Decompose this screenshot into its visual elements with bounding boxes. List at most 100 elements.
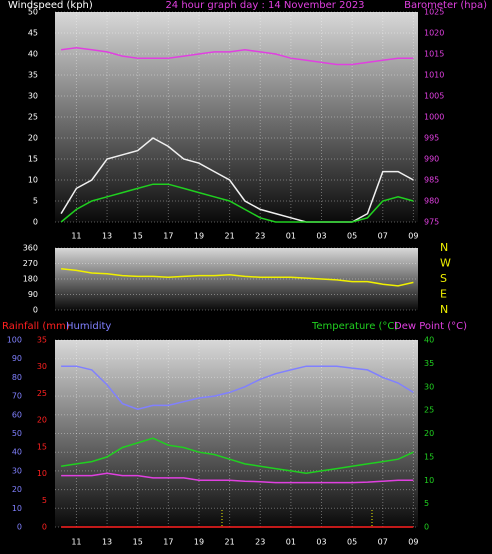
y-tick-label: 10 [12, 504, 22, 513]
x-tick-label: 21 [225, 232, 235, 241]
y2-tick-label: 20 [424, 429, 434, 438]
series-line [60, 183, 414, 223]
x-tick-label: 05 [347, 538, 357, 547]
y2-tick-label: 15 [424, 452, 434, 461]
x-tick-label: 17 [163, 232, 173, 241]
plot-background [55, 340, 418, 527]
x-tick-label: 03 [316, 538, 326, 547]
y2-tick-label: N [440, 303, 448, 316]
y3-tick-label: 10 [37, 469, 47, 478]
y3-tick-label: 30 [37, 362, 47, 371]
x-tick-label: 09 [408, 232, 418, 241]
y-tick-label: 90 [12, 354, 22, 363]
y2-tick-label: 1020 [424, 29, 444, 38]
series-line [61, 267, 414, 287]
y3-tick-label: 5 [42, 496, 47, 505]
y3-tick-label: 0 [42, 523, 47, 532]
y2-axis-label: Barometer (hpa) [404, 0, 487, 11]
y-tick-label: 80 [12, 373, 22, 382]
y-tick-label: 35 [28, 71, 38, 80]
y2-tick-label: 40 [424, 336, 434, 345]
x-tick-label: 19 [194, 232, 204, 241]
y-tick-label: 0 [33, 218, 38, 227]
y3-tick-label: 15 [37, 442, 47, 451]
x-tick-label: 01 [286, 232, 296, 241]
y-tick-label: 15 [28, 155, 38, 164]
x-tick-label: 17 [163, 538, 173, 547]
x-tick-label: 21 [225, 538, 235, 547]
y-tick-label: 40 [12, 448, 22, 457]
legend-entry: Temperature (°C) [311, 321, 398, 332]
y2-tick-label: 10 [424, 476, 434, 485]
y2-tick-label: 995 [424, 134, 439, 143]
legend-entry: Humidity [66, 321, 111, 332]
y3-tick-label: 35 [37, 336, 47, 345]
y2-tick-label: 990 [424, 155, 439, 164]
y-tick-label: 5 [33, 197, 38, 206]
y2-tick-label: 35 [424, 359, 434, 368]
y-tick-label: 50 [28, 8, 38, 17]
y-tick-label: 180 [23, 275, 38, 284]
y2-tick-label: 975 [424, 218, 439, 227]
y-tick-label: 0 [17, 523, 22, 532]
y-tick-label: 100 [7, 336, 22, 345]
x-tick-label: 07 [378, 538, 388, 547]
series-line [61, 472, 414, 484]
y-tick-label: 25 [28, 113, 38, 122]
y2-tick-label: W [440, 257, 451, 270]
y-tick-label: 0 [33, 306, 38, 315]
y2-tick-label: 980 [424, 197, 439, 206]
x-tick-label: 11 [71, 538, 81, 547]
y-tick-label: 45 [28, 29, 38, 38]
y2-tick-label: S [440, 272, 447, 285]
y2-tick-label: 1015 [424, 50, 444, 59]
y-tick-label: 360 [23, 244, 38, 253]
y-tick-label: 50 [12, 429, 22, 438]
x-tick-label: 01 [286, 538, 296, 547]
x-tick-label: 23 [255, 538, 265, 547]
y3-tick-label: 25 [37, 389, 47, 398]
y-tick-label: 30 [28, 92, 38, 101]
plot-background [55, 12, 418, 222]
y2-tick-label: 30 [424, 382, 434, 391]
x-tick-label: 11 [71, 232, 81, 241]
y-tick-label: 40 [28, 50, 38, 59]
x-tick-label: 07 [378, 232, 388, 241]
x-tick-label: 19 [194, 538, 204, 547]
y3-tick-label: 20 [37, 416, 47, 425]
y2-tick-label: E [440, 288, 447, 301]
y-tick-label: 60 [12, 410, 22, 419]
x-tick-label: 13 [102, 232, 112, 241]
x-tick-label: 03 [316, 232, 326, 241]
y2-tick-label: 1000 [424, 113, 444, 122]
y-tick-label: 20 [12, 485, 22, 494]
y-axis-label: Windspeed (kph) [8, 0, 93, 11]
series-line [60, 437, 414, 474]
y2-tick-label: 1010 [424, 71, 444, 80]
y2-tick-label: 985 [424, 176, 439, 185]
series-line [60, 46, 414, 66]
y-tick-label: 270 [23, 259, 38, 268]
series-line [61, 365, 414, 410]
y-tick-label: 70 [12, 392, 22, 401]
legend-entry: Dew Point (°C) [394, 321, 467, 332]
x-tick-label: 15 [133, 538, 143, 547]
x-tick-label: 05 [347, 232, 357, 241]
y-tick-label: 10 [28, 176, 38, 185]
plot-background [55, 248, 418, 310]
legend-entry: Rainfall (mm) [2, 321, 70, 332]
y2-tick-label: 25 [424, 406, 434, 415]
y2-tick-label: 5 [424, 499, 429, 508]
x-tick-label: 13 [102, 538, 112, 547]
chart-title: 24 hour graph day : 14 November 2023 [165, 0, 364, 11]
y-tick-label: 90 [28, 290, 38, 299]
x-tick-label: 15 [133, 232, 143, 241]
y2-tick-label: 1025 [424, 8, 444, 17]
y-tick-label: 30 [12, 466, 22, 475]
x-tick-label: 09 [408, 538, 418, 547]
y2-tick-label: N [440, 241, 448, 254]
y2-tick-label: 0 [424, 523, 429, 532]
y2-tick-label: 1005 [424, 92, 444, 101]
